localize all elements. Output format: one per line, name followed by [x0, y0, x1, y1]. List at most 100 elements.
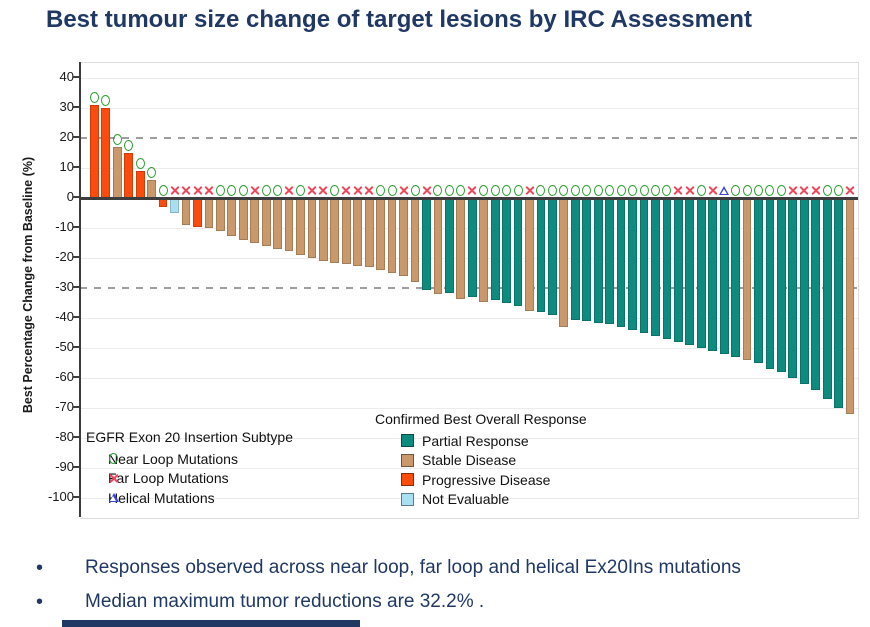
waterfall-bar: [319, 198, 328, 261]
bullet-dot: •: [36, 557, 44, 579]
y-tick-mark: [73, 316, 80, 318]
waterfall-bar: [673, 198, 683, 342]
y-tick-label: -50: [55, 339, 74, 354]
waterfall-bar: [376, 198, 386, 270]
y-tick-mark: [73, 76, 80, 78]
waterfall-bar: [147, 180, 157, 198]
near-glyph: [376, 185, 386, 196]
near-glyph: [296, 185, 305, 196]
near-glyph: [227, 185, 237, 196]
near-glyph: [261, 185, 271, 196]
near-glyph: [662, 185, 672, 196]
waterfall-bar: [330, 198, 340, 263]
far-glyph: [192, 185, 203, 196]
near-glyph: [479, 185, 489, 196]
waterfall-bar: [273, 198, 282, 249]
waterfall-bar: [170, 198, 179, 213]
legend-item: Helical Mutations: [108, 488, 293, 508]
legend-item: Far Loop Mutations: [108, 469, 293, 489]
near-loop-marker-icon: [108, 453, 119, 465]
gridline: [80, 467, 858, 469]
response-legend-items: Partial Response Stable Disease Progressiv…: [375, 431, 587, 509]
not-evaluable-swatch: [401, 492, 414, 506]
waterfall-bar: [696, 198, 706, 348]
legend-item: Not Evaluable: [401, 490, 587, 510]
far-loop-marker-icon: [673, 185, 684, 196]
gridline: [80, 437, 858, 439]
near-loop-marker-icon: [742, 185, 753, 196]
waterfall-bar: [456, 198, 466, 299]
waterfall-bar: [238, 198, 248, 240]
near-glyph: [536, 185, 546, 196]
far-loop-marker-icon: [284, 185, 295, 196]
waterfall-bar: [822, 198, 832, 399]
y-tick-mark: [73, 376, 80, 378]
y-tick-mark: [73, 406, 80, 408]
near-glyph: [387, 185, 397, 196]
near-glyph: [135, 157, 145, 169]
far-loop-marker-icon: [467, 185, 478, 196]
near-loop-marker-icon: [570, 185, 581, 196]
far-glyph: [249, 185, 260, 196]
far-loop-marker-icon: [707, 185, 718, 196]
y-tick-label: 10: [59, 159, 74, 174]
waterfall-bar: [628, 198, 637, 330]
near-loop-marker-icon: [696, 185, 707, 196]
y-tick-label: -70: [55, 399, 74, 414]
waterfall-bar: [399, 198, 408, 276]
y-tick-mark: [73, 226, 80, 228]
legend-item-label: Near Loop Mutations: [108, 450, 238, 467]
waterfall-bar: [536, 198, 546, 312]
legend-item-label: Partial Response: [422, 432, 529, 449]
near-loop-marker-icon: [112, 133, 123, 145]
waterfall-bar: [422, 198, 431, 290]
near-loop-marker-icon: [822, 185, 833, 196]
near-loop-marker-icon: [490, 185, 501, 196]
waterfall-bar: [387, 198, 397, 273]
far-loop-marker-icon: [169, 185, 180, 196]
far-loop-marker-icon: [524, 185, 535, 196]
y-tick-label: -10: [55, 219, 74, 234]
near-glyph: [89, 91, 99, 103]
near-loop-marker-icon: [375, 185, 386, 196]
near-glyph: [147, 166, 157, 178]
near-loop-marker-icon: [535, 185, 546, 196]
y-tick-mark: [73, 496, 80, 498]
subtype-legend: EGFR Exon 20 Insertion Subtype Near Loop…: [86, 429, 293, 508]
waterfall-bar: [296, 198, 305, 255]
near-loop-marker-icon: [432, 185, 443, 196]
waterfall-bar: [731, 198, 740, 357]
far-loop-marker-icon: [810, 185, 821, 196]
waterfall-bar: [250, 198, 260, 243]
far-glyph: [845, 185, 856, 196]
waterfall-bar: [353, 198, 363, 266]
waterfall-bar: [341, 198, 351, 264]
waterfall-bar: [479, 198, 489, 302]
far-loop-marker-icon: [799, 185, 810, 196]
legend-item: Partial Response: [401, 431, 587, 451]
waterfall-bar: [548, 198, 557, 315]
near-loop-marker-icon: [261, 185, 272, 196]
near-loop-marker-icon: [581, 185, 592, 196]
near-glyph: [822, 185, 832, 196]
helical-marker-icon: [108, 492, 119, 503]
far-loop-marker-icon: [306, 185, 317, 196]
legend-item: Progressive Disease: [401, 470, 587, 490]
waterfall-bar: [502, 198, 511, 303]
waterfall-bar: [410, 198, 420, 282]
near-glyph: [834, 185, 844, 196]
y-tick-label: 40: [59, 69, 74, 84]
waterfall-bar: [605, 198, 615, 324]
near-loop-marker-icon: [547, 185, 558, 196]
waterfall-bar: [834, 198, 844, 408]
y-tick-mark: [73, 286, 80, 288]
near-loop-marker-icon: [764, 185, 775, 196]
plot-area: [80, 62, 859, 519]
response-legend-header: Confirmed Best Overall Response: [375, 411, 587, 427]
far-loop-marker-icon: [108, 473, 119, 484]
near-loop-marker-icon: [444, 185, 455, 196]
near-glyph: [582, 185, 592, 196]
y-tick-label: -30: [55, 279, 74, 294]
gridline: [80, 77, 858, 79]
waterfall-bar: [181, 198, 191, 225]
